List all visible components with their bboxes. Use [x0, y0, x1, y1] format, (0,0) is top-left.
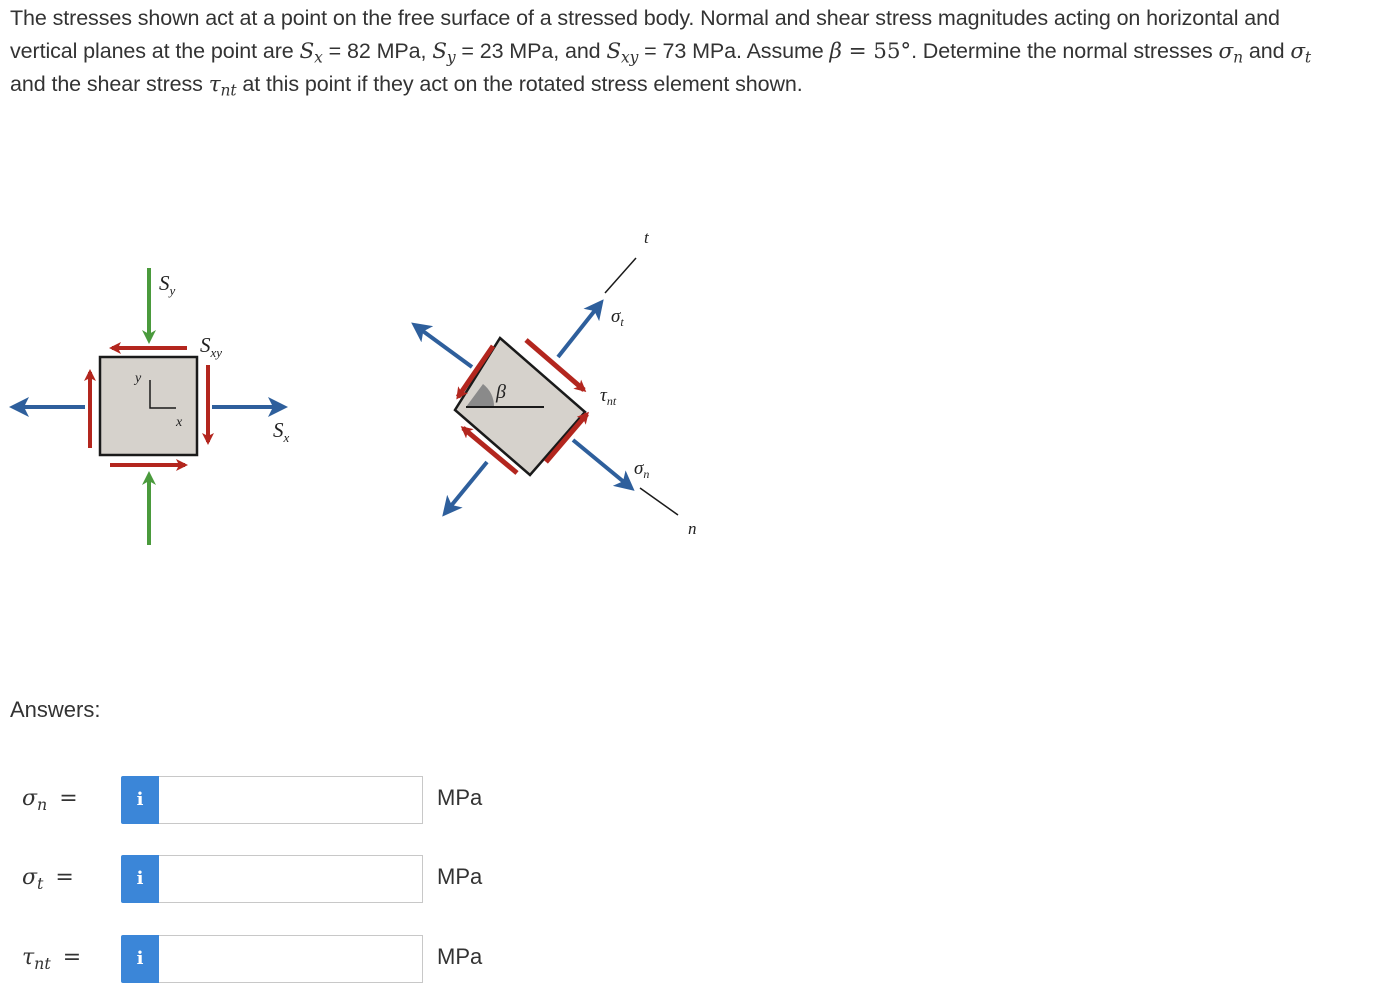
sigma-n-symbol: σn	[1218, 39, 1244, 67]
info-icon[interactable]: i	[121, 776, 159, 824]
problem-line-3: and the shear stress τnt at this point i…	[10, 68, 1394, 101]
n-axis-label: n	[688, 519, 697, 538]
problem-text: The stresses shown act at a point on the…	[10, 6, 1280, 30]
sxy-symbol: Sxy	[606, 39, 639, 67]
problem-text: at this point if they act on the rotated…	[236, 72, 803, 96]
unit-label: MPa	[437, 944, 483, 969]
answer-symbol: σn =	[22, 786, 78, 814]
sigma-n-label: σn	[634, 458, 649, 481]
tau-nt-arrow-nw-face	[455, 344, 496, 400]
answer-row-sigma-n: σn = i MPa	[0, 776, 600, 826]
answer-row-sigma-t: σt = i MPa	[0, 855, 600, 905]
rotated-stress-element: t n β σt τnt σn	[411, 228, 697, 538]
sigma-t-arrow-sw	[442, 460, 489, 517]
sy-label: Sy	[159, 271, 176, 298]
sx-label: Sx	[273, 418, 290, 445]
tau-nt-arrow-se-face	[544, 411, 589, 464]
unit-label: MPa	[437, 785, 483, 810]
answer-row-tau-nt: τnt = i MPa	[0, 935, 600, 985]
answer-symbol: τnt =	[22, 945, 82, 973]
sigma-t-label: σt	[611, 306, 624, 329]
problem-text: vertical planes at the point are	[10, 39, 300, 63]
stress-diagram: y x Sy Sxy Sx t n	[9, 228, 697, 545]
n-axis-line	[639, 487, 679, 516]
sigma-n-input[interactable]	[159, 776, 423, 824]
beta-wedge	[466, 384, 495, 407]
t-axis-label: t	[644, 228, 650, 247]
tau-nt-symbol: τnt	[208, 72, 237, 100]
beta-symbol: β	[829, 39, 842, 64]
tau-nt-arrow-sw-face	[460, 426, 519, 475]
sy-value: = 23 MPa, and	[455, 39, 607, 63]
answer-symbol: σt =	[22, 865, 74, 893]
sigma-t-input[interactable]	[159, 855, 423, 903]
tau-nt-label: τnt	[600, 385, 617, 408]
sx-value: = 82 MPa,	[322, 39, 433, 63]
sx-symbol: Sx	[299, 39, 323, 67]
sigma-n-arrow-se	[571, 438, 635, 491]
axis-y-label: y	[133, 371, 142, 386]
problem-text: and the shear stress	[10, 72, 209, 96]
axis-x-label: x	[175, 415, 183, 430]
beta-value: = 55°	[841, 39, 912, 64]
axes-corner	[149, 380, 176, 409]
info-icon[interactable]: i	[121, 935, 159, 983]
problem-text: and	[1243, 39, 1291, 63]
sigma-t-symbol: σt	[1290, 39, 1312, 67]
sigma-n-arrow-nw	[411, 322, 474, 369]
sxy-label: Sxy	[200, 333, 222, 360]
sy-symbol: Sy	[432, 39, 456, 67]
unit-label: MPa	[437, 864, 483, 889]
tau-nt-arrow-ne-face	[524, 338, 587, 392]
tau-nt-input[interactable]	[159, 935, 423, 983]
beta-label: β	[495, 381, 506, 403]
problem-line-2: vertical planes at the point are Sx = 82…	[10, 35, 1394, 68]
element-square	[98, 355, 199, 457]
info-icon[interactable]: i	[121, 855, 159, 903]
problem-line-1: The stresses shown act at a point on the…	[10, 2, 1394, 35]
stress-element-figure: y x Sy Sxy Sx t n	[0, 200, 720, 560]
answers-heading: Answers:	[10, 697, 101, 722]
original-stress-element: y x Sy Sxy Sx	[9, 268, 290, 545]
t-axis-line	[604, 257, 637, 294]
sigma-t-arrow-ne	[556, 299, 604, 359]
problem-statement: The stresses shown act at a point on the…	[10, 2, 1394, 101]
sxy-value: = 73 MPa. Assume	[638, 39, 830, 63]
problem-text: . Determine the normal stresses	[911, 39, 1219, 63]
